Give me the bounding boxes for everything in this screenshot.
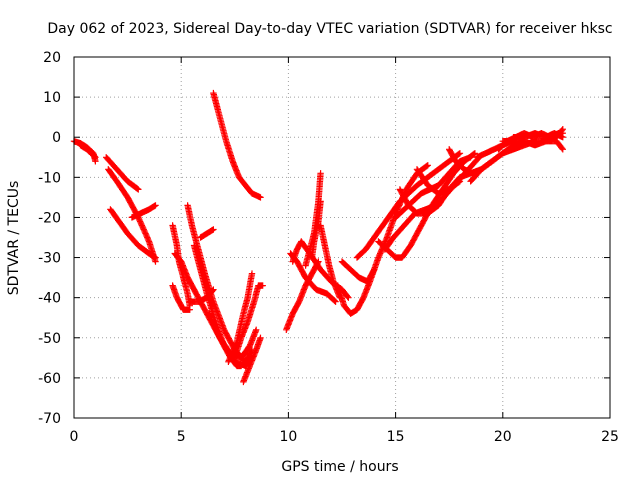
data-point (257, 334, 264, 341)
data-point (424, 162, 431, 169)
data-point (317, 198, 324, 205)
data-point (91, 153, 98, 160)
data-point (253, 326, 260, 333)
data-point (317, 170, 324, 177)
data-series-arc-17 (240, 334, 264, 386)
x-tick-label: 25 (601, 429, 619, 445)
y-tick-label: 10 (43, 90, 61, 106)
data-point (90, 152, 98, 160)
x-tick-label: 20 (494, 429, 512, 445)
data-point (257, 194, 264, 201)
y-tick-label: 20 (43, 50, 61, 66)
data-series-arc-9 (169, 282, 193, 313)
data-point (559, 146, 566, 153)
y-tick-label: -30 (38, 251, 61, 267)
data-point (559, 134, 566, 141)
data-point (471, 150, 479, 157)
data-point (331, 297, 338, 305)
grid-layer (74, 57, 610, 418)
data-layer (70, 89, 566, 386)
data-point (558, 145, 566, 152)
data-series-arc-18 (210, 89, 264, 201)
data-series-arc-12 (197, 226, 217, 241)
data-point (92, 154, 99, 161)
data-point (371, 266, 378, 273)
data-series-arc-6 (128, 202, 159, 221)
data-point (345, 294, 352, 301)
data-series-arc-16 (231, 282, 266, 361)
y-tick-label: -40 (38, 291, 61, 307)
data-point (210, 226, 217, 233)
data-point (238, 362, 245, 370)
data-point (456, 178, 464, 185)
y-tick-label: -50 (38, 331, 61, 347)
data-series-arc-5 (107, 206, 159, 261)
data-point (152, 202, 159, 209)
data-point (370, 267, 377, 274)
x-tick-label: 5 (177, 429, 186, 445)
y-tick-label: -20 (38, 210, 61, 226)
y-tick-label: -60 (38, 371, 61, 387)
data-series-arc-2 (77, 142, 99, 161)
data-point (456, 150, 464, 157)
data-series-arc-32 (413, 166, 464, 197)
data-point (344, 293, 351, 300)
chart-title: Day 062 of 2023, Sidereal Day-to-day VTE… (47, 21, 612, 37)
plot-frame (73, 56, 611, 419)
x-tick-label: 15 (387, 429, 405, 445)
data-point (467, 154, 474, 161)
data-point (455, 178, 463, 186)
tick-layer: 0 5 10 15 20 25 20 10 0 -10 -20 -30 -40 -50 -60 -70 (38, 50, 619, 445)
y-tick-label: 0 (52, 130, 61, 146)
y-tick-label: -10 (38, 170, 61, 186)
data-point (186, 306, 193, 313)
x-tick-label: 0 (70, 429, 79, 445)
data-series-arc-26 (338, 258, 378, 285)
data-point (135, 186, 142, 193)
data-point (134, 185, 141, 192)
data-point (152, 254, 159, 261)
x-tick-label: 10 (279, 429, 297, 445)
x-axis-label: GPS time / hours (281, 459, 398, 475)
data-point (248, 270, 256, 277)
data-point (423, 162, 431, 170)
data-point (332, 298, 339, 305)
y-tick-label: -70 (38, 411, 61, 427)
data-point (259, 282, 266, 289)
y-axis-label: SDTVAR / TECUs (6, 181, 22, 296)
data-series-arc-23 (308, 198, 324, 261)
data-series-arc-39 (510, 130, 566, 141)
data-series-arc-3 (103, 154, 142, 193)
data-series-arc-21 (287, 250, 339, 305)
data-series-arc-31 (392, 154, 474, 221)
